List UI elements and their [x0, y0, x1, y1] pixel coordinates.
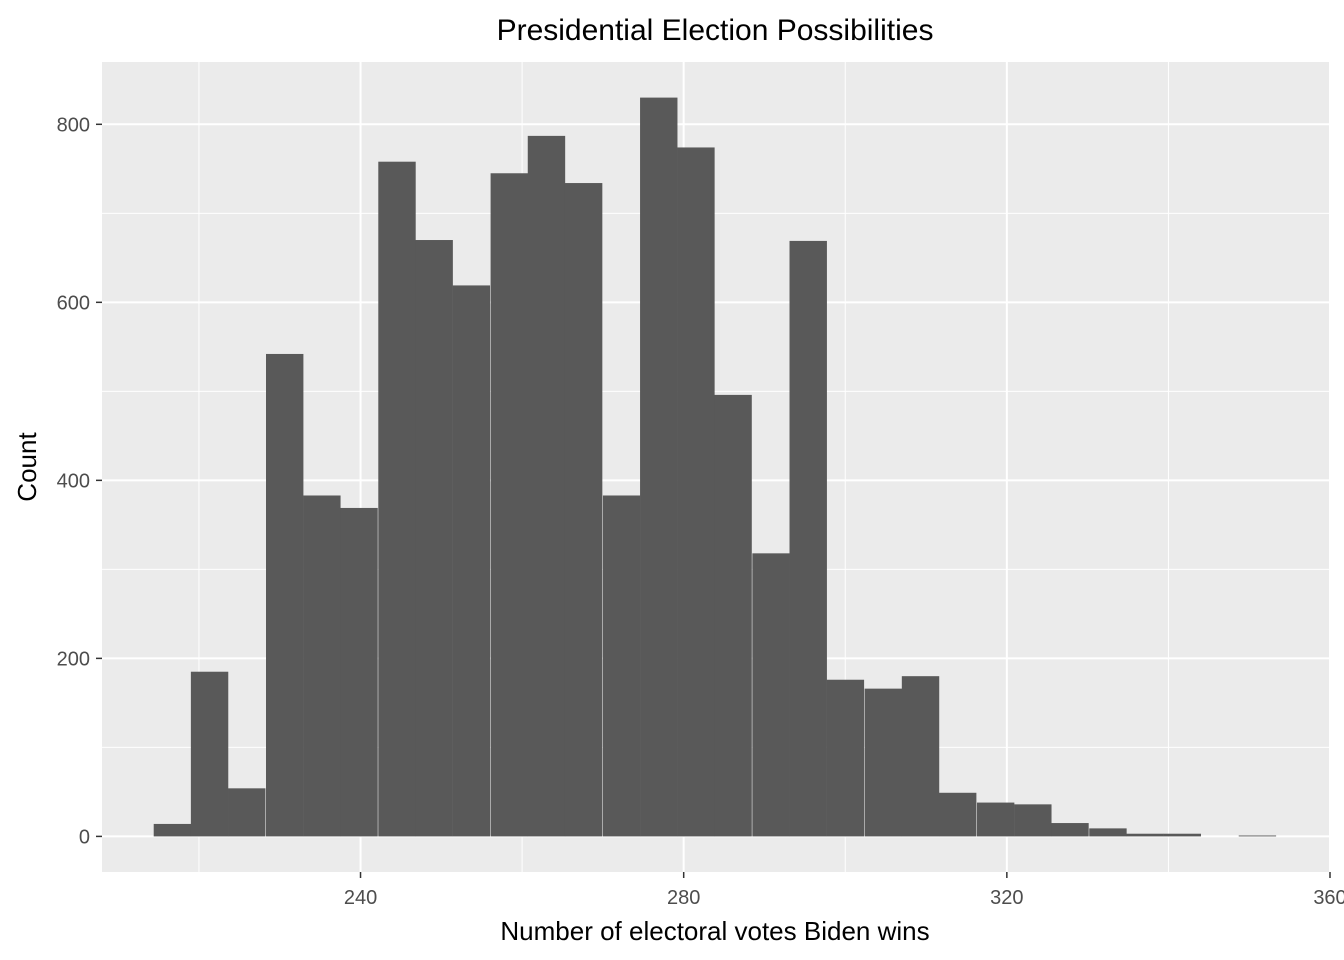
histogram-bar	[1163, 833, 1201, 837]
histogram-bar	[602, 495, 641, 837]
histogram-bar	[826, 679, 865, 837]
histogram-bar	[228, 788, 266, 837]
x-tick-label: 360	[1313, 887, 1344, 909]
histogram-bar	[640, 97, 678, 837]
histogram-bar	[452, 285, 491, 837]
histogram-bar	[938, 792, 977, 837]
histogram-bar	[752, 553, 790, 837]
histogram-bar	[789, 240, 827, 837]
histogram-bar	[378, 161, 416, 837]
x-axis-ticks: 240 280 320 360	[344, 872, 1344, 909]
histogram-bar	[976, 802, 1015, 837]
histogram-bar	[153, 823, 192, 837]
histogram-bar	[190, 671, 229, 837]
histogram-bar	[1089, 828, 1127, 837]
histogram-bar	[1238, 835, 1277, 837]
histogram-bar	[303, 495, 341, 837]
histogram-bar	[1051, 823, 1089, 837]
histogram-bar	[527, 135, 566, 837]
chart-title: Presidential Election Possibilities	[497, 14, 934, 47]
y-tick-label: 600	[57, 292, 90, 314]
y-tick-label: 200	[57, 648, 90, 670]
histogram-bar	[714, 394, 752, 837]
y-tick-label: 400	[57, 470, 90, 492]
x-axis-title: Number of electoral votes Biden wins	[500, 916, 929, 946]
y-tick-label: 800	[57, 114, 90, 136]
x-tick-label: 320	[990, 887, 1023, 909]
histogram-bar	[901, 676, 940, 837]
histogram-bar	[864, 688, 903, 837]
histogram-bar	[415, 240, 453, 837]
histogram-bar	[266, 353, 304, 837]
histogram-bar	[1014, 804, 1052, 837]
x-tick-label: 280	[667, 887, 700, 909]
histogram-bar	[490, 173, 529, 837]
bars-group	[153, 97, 1277, 837]
histogram-bar	[677, 147, 715, 837]
y-axis-ticks: 0 200 400 600 800	[57, 114, 102, 848]
histogram-bar	[564, 183, 603, 837]
y-tick-label: 0	[79, 826, 90, 848]
histogram-bar	[1126, 833, 1164, 837]
x-tick-label: 240	[344, 887, 377, 909]
histogram-bar	[340, 507, 378, 837]
y-axis-title: Count	[12, 432, 42, 502]
